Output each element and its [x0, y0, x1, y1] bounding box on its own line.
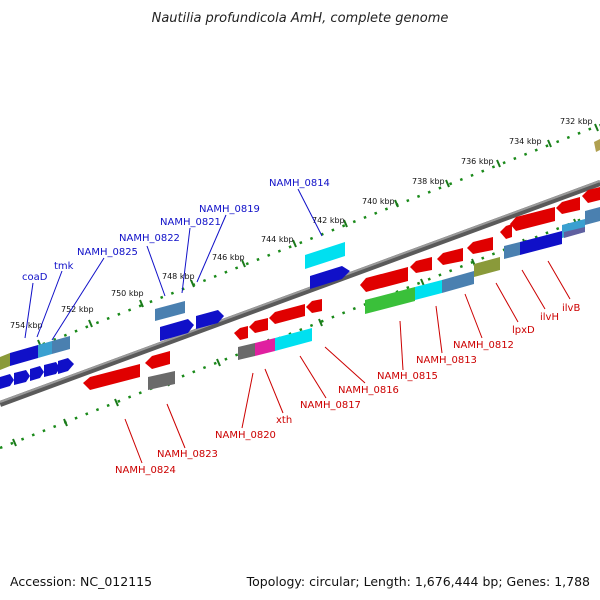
- gene-feature: [360, 267, 408, 292]
- gene-feature: [305, 242, 345, 269]
- gene-feature: [474, 257, 500, 277]
- gene-feature: [504, 242, 520, 259]
- gene-feature: [520, 231, 562, 255]
- tick-label-738: 738 kbp: [412, 177, 445, 186]
- gene-feature: [155, 301, 185, 321]
- gene-label-tmk: tmk: [54, 261, 74, 272]
- gene-feature: [500, 224, 512, 239]
- gene-feature: [442, 271, 474, 293]
- gene-label-namh-0815: NAMH_0815: [377, 371, 438, 382]
- gene-feature: [30, 366, 44, 381]
- tick-label-752: 752 kbp: [61, 305, 94, 314]
- gene-feature: [83, 364, 140, 390]
- tick-label-742: 742 kbp: [312, 216, 345, 225]
- genome-summary-text: Topology: circular; Length: 1,676,444 bp…: [246, 574, 590, 589]
- gene-label-namh-0820: NAMH_0820: [215, 430, 276, 441]
- gene-feature: [269, 304, 305, 324]
- tick-label-754: 754 kbp: [10, 321, 43, 330]
- gene-feature: [306, 299, 322, 313]
- gene-feature: [145, 351, 170, 369]
- gene-feature: [564, 227, 585, 238]
- gene-label-namh-0823: NAMH_0823: [157, 449, 218, 460]
- gene-label-namh-0814: NAMH_0814: [269, 178, 330, 189]
- gene-feature: [415, 280, 442, 300]
- gene-feature: [238, 343, 255, 360]
- forward-strand-features: [0, 242, 350, 389]
- gene-feature: [10, 345, 38, 366]
- gene-label-namh-0824: NAMH_0824: [115, 465, 176, 476]
- gene-label-ilvh: ilvH: [540, 312, 559, 323]
- gene-feature: [275, 328, 312, 351]
- gene-feature: [467, 237, 493, 254]
- gene-feature: [160, 319, 194, 341]
- outer-major-ticks: [37, 123, 599, 348]
- gene-feature: [58, 358, 74, 374]
- forward-gene-labels: coaD tmk NAMH_0825 NAMH_0822 NAMH_0821 N…: [22, 178, 330, 283]
- tick-label-734: 734 kbp: [509, 137, 542, 146]
- tick-label-746: 746 kbp: [212, 253, 245, 262]
- gene-label-ilvb: ilvB: [562, 303, 580, 314]
- gene-label-namh-0825: NAMH_0825: [77, 247, 138, 258]
- gene-feature: [249, 318, 268, 333]
- gene-feature: [255, 338, 275, 356]
- gene-feature: [585, 207, 600, 225]
- tick-label-732: 732 kbp: [560, 117, 593, 126]
- gene-label-namh-0813: NAMH_0813: [416, 355, 477, 366]
- genome-backbone: [0, 180, 600, 407]
- gene-feature: [148, 371, 175, 390]
- tick-label-748: 748 kbp: [162, 272, 195, 281]
- gene-label-lpxd: lpxD: [512, 325, 535, 336]
- tick-label-740: 740 kbp: [362, 197, 395, 206]
- gene-feature: [234, 326, 248, 340]
- gene-feature: [38, 341, 52, 358]
- gene-label-namh-0822: NAMH_0822: [119, 233, 180, 244]
- gene-label-coad: coaD: [22, 272, 48, 283]
- gene-label-namh-0819: NAMH_0819: [199, 204, 260, 215]
- reverse-strand-features: [83, 139, 600, 390]
- gene-feature: [52, 336, 70, 354]
- gene-label-xth: xth: [276, 415, 292, 426]
- gene-label-namh-0812: NAMH_0812: [453, 340, 514, 351]
- accession-text: Accession: NC_012115: [10, 574, 152, 589]
- gene-feature: [0, 353, 10, 370]
- gene-feature: [556, 197, 580, 214]
- gene-feature: [410, 257, 432, 273]
- gene-feature: [196, 310, 224, 329]
- tick-label-736: 736 kbp: [461, 157, 494, 166]
- gene-feature: [437, 248, 463, 265]
- reverse-gene-labels: NAMH_0824 NAMH_0823 NAMH_0820 xth NAMH_0…: [115, 303, 580, 476]
- gene-label-namh-0821: NAMH_0821: [160, 217, 221, 228]
- tick-label-744: 744 kbp: [261, 235, 294, 244]
- map-title: Nautilia profundicola AmH, complete geno…: [152, 11, 449, 26]
- inner-dotted-track: [0, 210, 600, 450]
- gene-feature: [365, 287, 415, 314]
- gene-feature: [44, 362, 60, 377]
- forward-leader-lines: [24, 188, 323, 341]
- gene-feature: [582, 187, 600, 203]
- tick-label-750: 750 kbp: [111, 289, 144, 298]
- gene-feature: [14, 370, 30, 385]
- gene-label-namh-0817: NAMH_0817: [300, 400, 361, 411]
- gene-feature: [310, 266, 350, 289]
- gene-feature: [0, 374, 14, 389]
- outer-dotted-track: [0, 123, 600, 363]
- gene-feature: [510, 207, 555, 231]
- gene-label-namh-0816: NAMH_0816: [338, 385, 399, 396]
- gene-feature: [594, 139, 600, 152]
- reverse-leader-lines: [124, 260, 571, 464]
- scale-labels: 732 kbp 734 kbp 736 kbp 738 kbp 740 kbp …: [10, 117, 593, 330]
